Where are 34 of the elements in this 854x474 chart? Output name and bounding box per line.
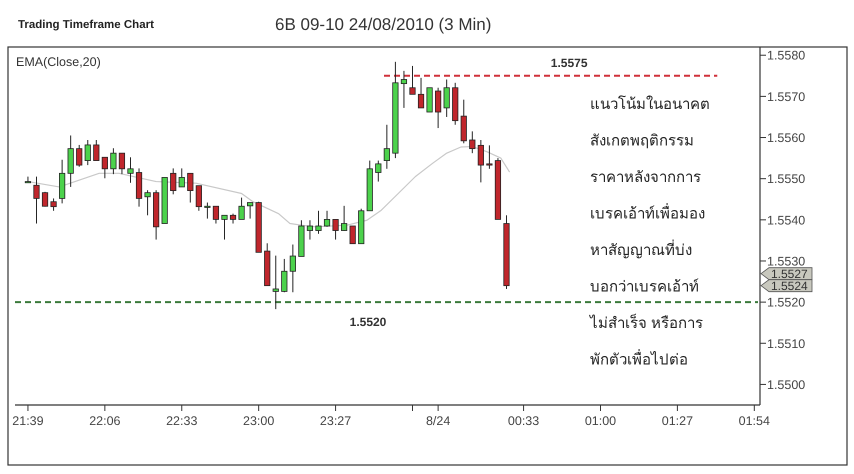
ytick: 1.5530	[767, 254, 806, 268]
annotation: 1.5524	[771, 278, 808, 293]
xtick: 23:27	[320, 414, 352, 428]
xtick: 01:54	[738, 414, 770, 428]
annotation: แนวโน้มในอนาคต	[590, 96, 710, 113]
ytick: 1.5560	[767, 131, 806, 146]
ytick: 1.5500	[767, 378, 806, 392]
ytick: 1.5520	[767, 296, 806, 310]
xtick: 00:33	[508, 414, 540, 428]
xtick: 22:06	[89, 414, 120, 428]
ytick: 1.5510	[767, 336, 806, 351]
xtick: 22:33	[166, 414, 198, 428]
annotation: สังเกตพฤติกรรม	[590, 132, 694, 150]
title: Trading Timeframe Chart	[18, 19, 154, 31]
annotation: 1.5527	[771, 266, 808, 281]
annotation: 1.5575	[550, 56, 588, 70]
annotation: ไม่สำเร็จ หรือการ	[590, 315, 704, 332]
annotation: พักตัวเพื่อไปต่อ	[590, 352, 688, 368]
ytick: 1.5570	[767, 90, 806, 104]
ytick: 1.5580	[767, 48, 806, 63]
annotation: เบรคเอ้าท์เพื่อมอง	[590, 206, 705, 222]
ytick: 1.5550	[767, 172, 806, 186]
xtick: 8/24	[426, 414, 450, 428]
xtick: 01:00	[584, 414, 616, 428]
xtick: 01:27	[662, 414, 694, 428]
annotation: EMA(Close,20)	[16, 55, 101, 69]
ref-line-label: 1.5520	[350, 315, 387, 330]
annotation: หาสัญญาณที่บ่ง	[590, 242, 692, 259]
xtick: 23:00	[243, 414, 274, 428]
xtick: 21:39	[12, 414, 44, 428]
subtitle: 6B 09-10 24/08/2010 (3 Min)	[275, 15, 492, 34]
ytick: 1.5540	[767, 213, 806, 228]
annotation: ราคาหลังจากการ	[590, 169, 701, 186]
annotation: บอกว่าเบรคเอ้าท์	[590, 278, 699, 296]
